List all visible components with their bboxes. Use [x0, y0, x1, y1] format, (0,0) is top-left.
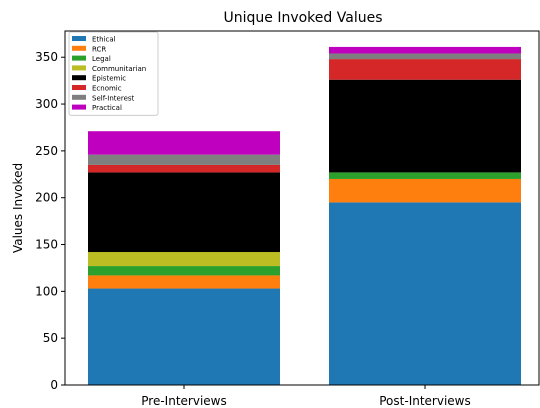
bar-segment-ethical-1: [329, 202, 521, 385]
bar-segment-communitarian-0: [88, 252, 280, 267]
legend-label-practical: Practical: [92, 104, 122, 112]
legend-label-epistemic: Epistemic: [92, 75, 126, 83]
legend-swatch-rcr: [72, 45, 86, 51]
x-tick-label: Pre-Interviews: [141, 394, 226, 408]
y-tick-label: 200: [35, 191, 58, 205]
bar-segment-legal-1: [329, 172, 521, 179]
y-tick-label: 250: [35, 144, 58, 158]
y-tick-label: 350: [35, 50, 58, 64]
legend-label-ethical: Ethical: [92, 36, 116, 44]
bar-segment-rcr-1: [329, 178, 521, 203]
legend-swatch-ecnomic: [72, 85, 86, 90]
legend-label-communitarian: Communitarian: [92, 65, 146, 73]
y-tick-label: 0: [50, 378, 58, 392]
y-tick-label: 100: [35, 284, 58, 298]
bar-segment-epistemic-0: [88, 172, 280, 253]
legend-swatch-self-interest: [72, 94, 86, 100]
bar-segment-practical-1: [329, 46, 521, 54]
y-tick-label: 300: [35, 97, 58, 111]
y-tick-label: 50: [43, 331, 58, 345]
legend-swatch-practical: [72, 104, 86, 110]
y-axis-label: Values Invoked: [11, 163, 25, 253]
legend-swatch-epistemic: [72, 75, 86, 81]
bar-segment-rcr-0: [88, 275, 280, 289]
bar-segment-ecnomic-1: [329, 59, 521, 80]
legend-swatch-legal: [72, 55, 86, 61]
bar-segment-practical-0: [88, 131, 280, 155]
plot-frame: [64, 30, 540, 386]
legend-box: [68, 31, 159, 116]
legend-label-legal: Legal: [92, 55, 111, 63]
bar-segment-ecnomic-0: [88, 164, 280, 173]
bar-segment-self-interest-0: [88, 154, 280, 165]
legend-swatch-communitarian: [72, 65, 86, 71]
legend-swatch-ethical: [72, 36, 86, 41]
bar-segment-legal-0: [88, 266, 280, 276]
bar-segment-epistemic-1: [329, 79, 521, 173]
bar-segment-ethical-0: [88, 288, 280, 385]
axes-group: 0 50 100 150 200 250 300 350 Pre-Interviews Post-…: [35, 30, 540, 408]
legend-label-rcr: RCR: [92, 45, 106, 53]
y-tick-label: 150: [35, 238, 58, 252]
legend-label-ecnomic: Ecnomic: [92, 85, 122, 93]
legend-label-self-interest: Self-Interest: [92, 94, 135, 102]
x-tick-label: Post-Interviews: [379, 394, 471, 408]
bar-segment-self-interest-1: [329, 53, 521, 60]
chart-title: Unique Invoked Values: [224, 10, 383, 26]
bars-group: [88, 46, 521, 385]
